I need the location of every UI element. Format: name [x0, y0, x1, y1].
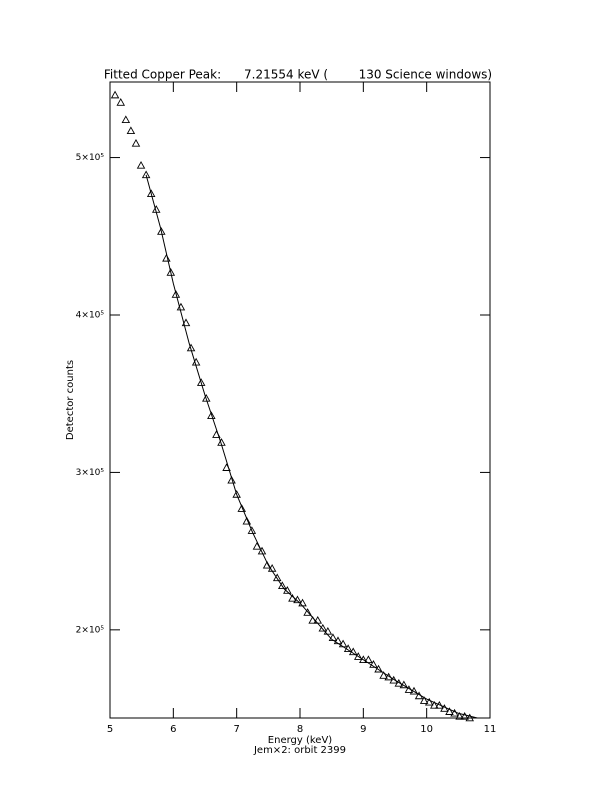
data-point — [257, 546, 267, 555]
data-point — [232, 490, 241, 498]
y-tick-label: 5×10⁵ — [76, 153, 105, 163]
data-point — [379, 671, 388, 679]
data-point — [272, 573, 282, 582]
data-point — [126, 126, 136, 135]
data-point — [136, 161, 146, 169]
x-tick-label: 10 — [420, 724, 433, 735]
data-point — [141, 170, 151, 179]
x-tick-label: 6 — [170, 724, 176, 735]
y-tick-label: 2×10⁵ — [76, 625, 105, 635]
y-tick-label: 4×10⁵ — [76, 310, 105, 320]
fit-line — [145, 174, 478, 719]
data-point — [227, 475, 236, 484]
data-point — [430, 700, 439, 709]
data-point — [121, 115, 131, 124]
x-axis-label: Energy (keV) — [268, 735, 333, 746]
x-tick-label: 7 — [233, 724, 239, 735]
subtitle: Jem×2: orbit 2399 — [253, 745, 346, 756]
data-point — [181, 318, 191, 327]
data-point — [202, 393, 211, 402]
data-point — [247, 526, 257, 534]
data-point — [303, 608, 312, 616]
data-point — [242, 516, 252, 525]
x-tick-label: 9 — [360, 724, 366, 735]
data-point — [262, 560, 272, 569]
data-point — [318, 623, 328, 632]
data-point — [157, 227, 166, 235]
x-tick-label: 5 — [107, 724, 113, 735]
data-point — [419, 696, 429, 704]
data-point — [116, 98, 126, 106]
data-point — [131, 138, 141, 147]
data-point — [237, 504, 246, 512]
data-point — [389, 675, 398, 684]
data-point — [465, 713, 474, 722]
data-point — [278, 581, 287, 590]
data-point — [207, 411, 216, 419]
x-tick-label: 11 — [484, 724, 497, 735]
data-point — [146, 189, 156, 198]
y-axis-label: Detector counts — [65, 360, 76, 440]
data-point — [354, 652, 363, 660]
data-point — [162, 253, 171, 262]
data-point — [166, 268, 176, 276]
x-tick-label: 8 — [297, 724, 303, 735]
data-point — [171, 290, 181, 298]
data-point — [450, 708, 459, 717]
data-point — [359, 655, 368, 664]
chart-title: Fitted Copper Peak: 7.21554 keV ( 130 Sc… — [104, 68, 492, 82]
data-point — [460, 711, 469, 720]
y-tick-label: 3×10⁵ — [76, 468, 105, 478]
data-point — [110, 90, 120, 99]
data-point — [455, 711, 464, 720]
data-point — [445, 707, 454, 715]
data-point — [424, 697, 434, 706]
data-point — [369, 660, 378, 668]
data-point — [196, 378, 206, 386]
